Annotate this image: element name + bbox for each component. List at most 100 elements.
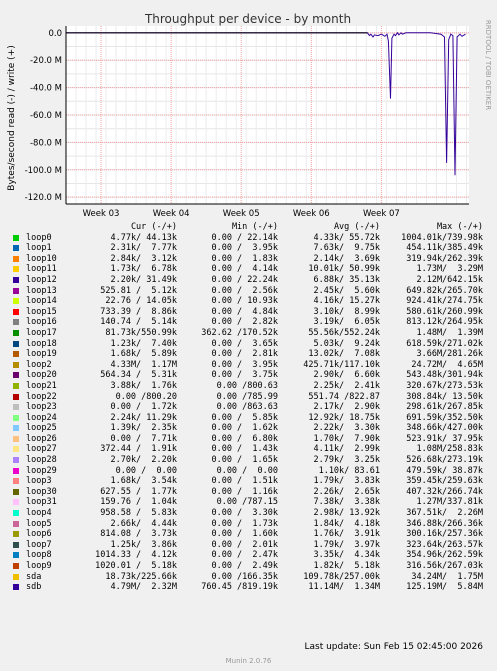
- legend-swatch: [13, 404, 19, 411]
- legend-row-loop26: loop26 0.00 / 7.71k 0.00 / 6.80k 1.70k/ 7.9…: [0, 434, 497, 445]
- legend-max-value: 359.45k/259.63k: [406, 476, 483, 487]
- legend-min-value: 0.00 /800.63: [216, 380, 278, 391]
- legend-swatch: [13, 382, 19, 389]
- legend-avg-value: 4.16k/ 15.27k: [313, 296, 380, 307]
- legend-row-loop22: loop22 0.00 /800.20 0.00 /785.99 551.74 /82…: [0, 392, 497, 403]
- legend-row-loop19: loop19 1.68k/ 5.89k 0.00 / 2.81k 13.02k/ 7.…: [0, 349, 497, 360]
- last-update: Last update: Sun Feb 15 02:45:00 2026: [304, 642, 484, 652]
- legend-avg-value: 1.79k/ 3.83k: [313, 476, 380, 487]
- legend-cur-value: 0.00 / 0.00: [115, 465, 177, 476]
- legend-swatch: [13, 510, 19, 517]
- legend-avg-value: 3.19k/ 6.05k: [313, 317, 380, 328]
- legend-header-avg: Avg (-/+): [333, 222, 380, 232]
- legend-device-name: loop6: [26, 529, 52, 540]
- x-tick-label: Week 06: [293, 209, 330, 219]
- legend-row-loop15: loop15 733.39 / 8.86k 0.00 / 4.84k 3.10k/ 8…: [0, 307, 497, 318]
- legend-min-value: 0.00 / 3.75k: [211, 370, 278, 381]
- legend-cur-value: 733.39 / 8.86k: [100, 306, 177, 317]
- legend-device-name: loop22: [26, 391, 57, 402]
- legend-cur-value: 2.70k/ 2.20k: [110, 455, 177, 466]
- legend-avg-value: 4.11k/ 2.99k: [313, 444, 380, 455]
- legend-max-value: 348.66k/427.00k: [406, 423, 483, 434]
- legend-avg-value: 2.45k/ 5.60k: [313, 285, 380, 296]
- legend-device-name: loop10: [26, 253, 57, 264]
- legend-device-name: loop3: [26, 476, 52, 487]
- legend-swatch: [13, 531, 19, 538]
- legend-cur-value: 958.58 / 5.83k: [100, 508, 177, 519]
- legend-device-name: loop30: [26, 486, 57, 497]
- legend-min-value: 0.00 / 3.95k: [211, 243, 278, 254]
- legend-avg-value: 12.92k/ 18.75k: [308, 412, 380, 423]
- y-tick-label: -40.0 M: [30, 84, 62, 94]
- legend-avg-value: 2.79k/ 3.25k: [313, 455, 380, 466]
- legend-min-value: 0.00 / 1.51k: [211, 476, 278, 487]
- legend-row-loop2: loop2 4.33M/ 1.17M 0.00 / 3.95k 425.71k/117…: [0, 360, 497, 371]
- legend-avg-value: 10.01k/ 50.99k: [308, 264, 380, 275]
- legend-cur-value: 372.44 / 1.91k: [100, 444, 177, 455]
- legend-avg-value: 2.25k/ 2.41k: [313, 380, 380, 391]
- legend-avg-value: 1.10k/ 83.61: [318, 465, 380, 476]
- legend-device-name: loop1: [26, 243, 52, 254]
- legend-min-value: 0.00 / 0.00: [216, 465, 278, 476]
- legend-max-value: 543.48k/301.94k: [406, 370, 483, 381]
- legend-cur-value: 3.88k/ 1.76k: [110, 380, 177, 391]
- legend-max-value: 649.82k/265.70k: [406, 285, 483, 296]
- legend-header-max: Max (-/+): [436, 222, 483, 232]
- legend-cur-value: 1020.01 / 5.18k: [95, 561, 177, 571]
- legend-avg-value: 1.84k/ 4.18k: [313, 518, 380, 529]
- legend-min-value: 0.00 / 2.47k: [211, 550, 278, 561]
- legend-avg-value: 2.90k/ 6.60k: [313, 370, 380, 381]
- legend-min-value: 0.00 / 1.60k: [211, 529, 278, 540]
- legend-cur-value: 0.00 /800.20: [115, 391, 177, 402]
- legend-cur-value: 1.68k/ 3.54k: [110, 476, 177, 487]
- legend-cur-value: 0.00 / 1.72k: [110, 402, 177, 413]
- legend-min-value: 0.00 / 6.80k: [211, 433, 278, 444]
- legend-device-name: loop0: [26, 232, 52, 243]
- legend-cur-value: 2.66k/ 4.44k: [110, 518, 177, 529]
- legend-min-value: 0.00 / 2.56k: [211, 285, 278, 296]
- legend-cur-value: 140.74 / 5.14k: [100, 317, 177, 328]
- legend-device-name: loop18: [26, 338, 57, 349]
- legend-min-value: 0.00 / 1.16k: [211, 486, 278, 497]
- legend-device-name: loop9: [26, 561, 52, 571]
- legend-row-loop8: loop8 1014.33 / 4.12k 0.00 / 2.47k 3.35k/ 4…: [0, 550, 497, 561]
- legend-max-value: 479.59k/ 38.87k: [406, 465, 483, 476]
- legend-avg-value: 55.56k/552.24k: [308, 327, 380, 338]
- legend-row-sda: sda 18.73k/225.66k 0.00 /166.35k 109.78k/25…: [0, 572, 497, 583]
- legend-row-loop7: loop7 1.25k/ 3.86k 0.00 / 2.01k 1.79k/ 3.97…: [0, 540, 497, 551]
- legend-swatch: [13, 488, 19, 495]
- legend-max-value: 618.59k/271.02k: [406, 338, 483, 349]
- legend-cur-value: 81.73k/550.99k: [105, 327, 177, 338]
- legend-device-name: loop19: [26, 349, 57, 360]
- legend-min-value: 0.00 /166.35k: [211, 571, 278, 582]
- legend-swatch: [13, 435, 19, 442]
- legend-swatch: [13, 234, 19, 241]
- legend-min-value: 0.00 / 22.14k: [211, 232, 278, 243]
- legend-avg-value: 551.74 /822.87: [308, 391, 380, 402]
- legend-max-value: 523.91k/ 37.95k: [406, 433, 483, 444]
- legend-avg-value: 1.70k/ 7.90k: [313, 433, 380, 444]
- legend-max-value: 354.96k/262.59k: [406, 550, 483, 561]
- legend: Cur (-/+) Min (-/+) Avg (-/+) Max (-/+) …: [0, 222, 497, 593]
- y-tick-label: -120.0 M: [25, 193, 62, 203]
- legend-swatch: [13, 414, 19, 421]
- series-line-sdb: [66, 31, 466, 176]
- legend-avg-value: 11.14M/ 1.34M: [308, 582, 380, 593]
- legend-avg-value: 109.78k/257.00k: [303, 571, 380, 582]
- legend-row-loop28: loop28 2.70k/ 2.20k 0.00 / 1.65k 2.79k/ 3.2…: [0, 455, 497, 466]
- legend-header-min: Min (-/+): [231, 222, 278, 232]
- legend-avg-value: 1.82k/ 5.18k: [313, 561, 380, 571]
- legend-min-value: 0.00 /785.99: [216, 391, 278, 402]
- x-tick-label: Week 04: [153, 209, 190, 219]
- legend-cur-value: 4.79M/ 2.32M: [110, 582, 177, 593]
- legend-swatch: [13, 372, 19, 379]
- legend-swatch: [13, 425, 19, 432]
- legend-device-name: loop23: [26, 402, 57, 413]
- legend-min-value: 0.00 / 10.93k: [211, 296, 278, 307]
- legend-row-loop27: loop27 372.44 / 1.91k 0.00 / 1.43k 4.11k/ 2…: [0, 444, 497, 455]
- legend-row-loop31: loop31 159.76 / 1.04k 0.00 /787.15 7.38k/ 3…: [0, 497, 497, 508]
- legend-avg-value: 2.14k/ 3.69k: [313, 253, 380, 264]
- legend-swatch: [13, 255, 19, 262]
- legend-cur-value: 0.00 / 7.71k: [110, 433, 177, 444]
- legend-row-loop20: loop20 564.34 / 5.31k 0.00 / 3.75k 2.90k/ 6…: [0, 370, 497, 381]
